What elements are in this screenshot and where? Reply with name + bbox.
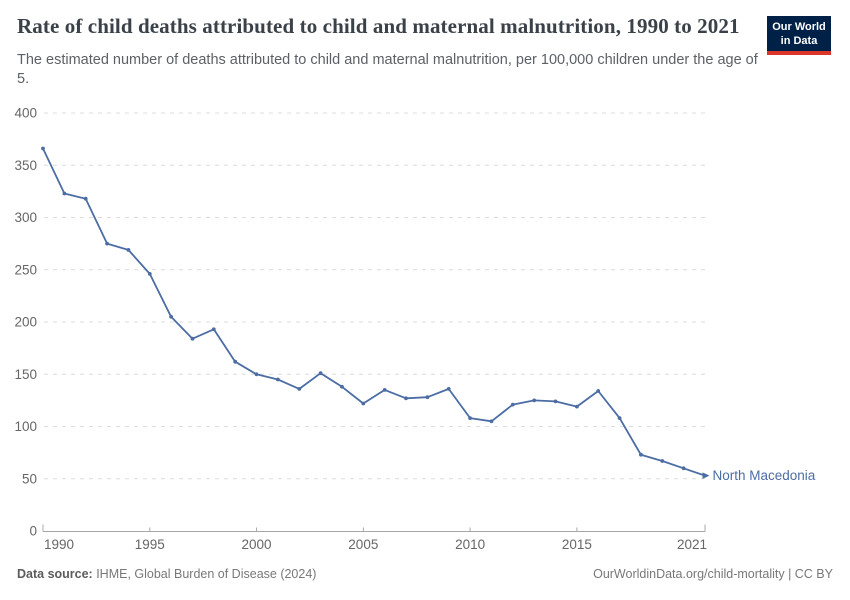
data-point-1997 bbox=[190, 336, 195, 341]
data-point-2009 bbox=[446, 387, 451, 391]
data-point-2016 bbox=[596, 389, 601, 393]
x-axis-tick-label: 1995 bbox=[135, 537, 165, 552]
data-point-2002 bbox=[297, 387, 302, 391]
x-axis-tick-label: 2000 bbox=[242, 537, 272, 552]
x-axis-tick-label: 2021 bbox=[677, 537, 707, 552]
data-point-2020 bbox=[681, 466, 686, 471]
y-axis-tick-label: 400 bbox=[14, 106, 37, 121]
y-axis-tick-label: 100 bbox=[14, 419, 37, 434]
data-point-2012 bbox=[510, 402, 515, 407]
data-point-1998 bbox=[211, 327, 216, 332]
data-point-1996 bbox=[169, 314, 174, 319]
chart-subtitle: The estimated number of deaths attribute… bbox=[17, 51, 758, 88]
data-point-1990 bbox=[41, 146, 45, 151]
chart-title: Rate of child deaths attributed to child… bbox=[17, 14, 740, 38]
data-point-2018 bbox=[639, 452, 643, 457]
y-axis-tick-label: 50 bbox=[22, 471, 37, 486]
y-axis-tick-label: 350 bbox=[14, 158, 37, 173]
x-axis-tick-label: 2005 bbox=[348, 537, 378, 552]
data-point-2015 bbox=[575, 404, 579, 409]
series-end-arrow bbox=[702, 472, 710, 479]
data-point-1994 bbox=[126, 248, 131, 252]
data-point-2010 bbox=[468, 416, 472, 420]
data-point-2013 bbox=[532, 398, 537, 403]
data-point-2011 bbox=[489, 419, 494, 424]
owid-logo-line2: in Data bbox=[780, 35, 818, 48]
data-point-1999 bbox=[233, 359, 238, 364]
y-axis-tick-label: 250 bbox=[14, 262, 37, 277]
data-point-1993 bbox=[105, 241, 109, 246]
y-axis-tick-label: 150 bbox=[14, 367, 37, 382]
data-source-value: IHME, Global Burden of Disease (2024) bbox=[92, 567, 317, 581]
series-end-label: North Macedonia bbox=[713, 468, 816, 483]
data-point-2006 bbox=[382, 388, 387, 392]
data-source-note: Data source: IHME, Global Burden of Dise… bbox=[17, 566, 316, 582]
chart-footer: Data source: IHME, Global Burden of Dise… bbox=[17, 566, 833, 582]
data-point-2005 bbox=[361, 401, 366, 406]
data-point-2007 bbox=[404, 396, 408, 401]
x-axis-tick-label: 2010 bbox=[455, 537, 485, 552]
data-source-label: Data source: bbox=[17, 567, 93, 581]
y-axis-tick-label: 0 bbox=[29, 524, 37, 539]
data-point-2001 bbox=[276, 377, 280, 382]
line-series-north-macedonia bbox=[42, 147, 706, 477]
y-axis-tick-label: 300 bbox=[14, 210, 37, 225]
line-chart-plot: 0 50 100 150 200 250 300 350 400 1990 1995 2000 2005… bbox=[14, 106, 816, 553]
data-point-2000 bbox=[254, 372, 259, 377]
chart-header: Rate of child deaths attributed to child… bbox=[17, 13, 762, 90]
data-point-1995 bbox=[147, 272, 152, 276]
credit-link[interactable]: OurWorldinData.org/child-mortality | CC … bbox=[593, 567, 833, 581]
data-point-2003 bbox=[318, 371, 323, 376]
y-axis-tick-label: 200 bbox=[14, 315, 37, 330]
owid-logo: Our World in Data bbox=[767, 16, 831, 56]
x-axis-tick-label: 1990 bbox=[44, 537, 74, 552]
data-point-2004 bbox=[340, 384, 344, 389]
owid-logo-line1: Our World bbox=[772, 21, 826, 33]
data-point-1991 bbox=[62, 191, 67, 196]
data-point-1992 bbox=[83, 196, 88, 201]
data-point-2014 bbox=[553, 399, 558, 404]
x-axis-tick-label: 2015 bbox=[562, 537, 592, 552]
data-point-2008 bbox=[425, 395, 430, 400]
data-point-2019 bbox=[660, 459, 665, 463]
data-point-2017 bbox=[617, 416, 622, 420]
